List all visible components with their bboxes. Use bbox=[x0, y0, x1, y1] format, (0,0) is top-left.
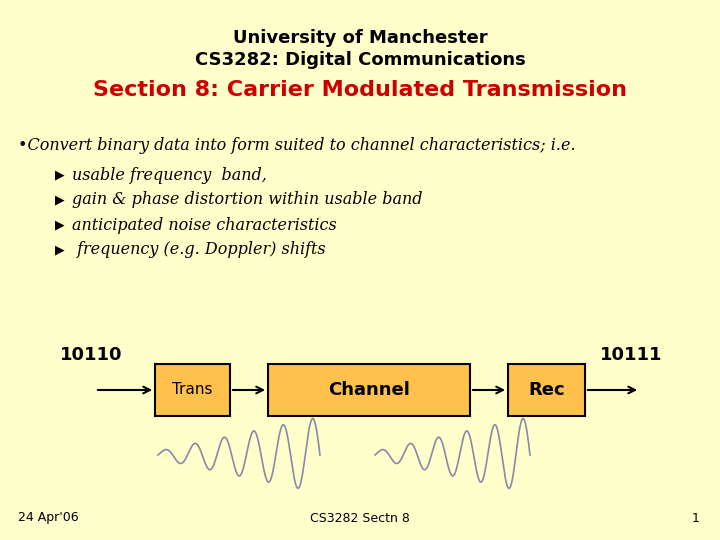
Text: 1: 1 bbox=[692, 511, 700, 524]
Text: usable frequency  band,: usable frequency band, bbox=[72, 166, 267, 184]
Text: Section 8: Carrier Modulated Transmission: Section 8: Carrier Modulated Transmissio… bbox=[93, 80, 627, 100]
Text: University of Manchester: University of Manchester bbox=[233, 29, 487, 47]
Text: •Convert binary data into form suited to channel characteristics; i.e.: •Convert binary data into form suited to… bbox=[18, 137, 575, 153]
Text: CS3282 Sectn 8: CS3282 Sectn 8 bbox=[310, 511, 410, 524]
Text: Trans: Trans bbox=[172, 382, 212, 397]
Text: anticipated noise characteristics: anticipated noise characteristics bbox=[72, 217, 337, 233]
Text: 10111: 10111 bbox=[600, 346, 662, 364]
Text: ▶: ▶ bbox=[55, 244, 65, 256]
Text: ▶: ▶ bbox=[55, 168, 65, 181]
Text: 10110: 10110 bbox=[60, 346, 122, 364]
Bar bbox=[508, 364, 585, 416]
Text: gain & phase distortion within usable band: gain & phase distortion within usable ba… bbox=[72, 192, 423, 208]
Bar bbox=[155, 364, 230, 416]
Text: ▶: ▶ bbox=[55, 193, 65, 206]
Bar bbox=[268, 364, 470, 416]
Text: ▶: ▶ bbox=[55, 219, 65, 232]
Text: 24 Apr'06: 24 Apr'06 bbox=[18, 511, 78, 524]
Text: frequency (e.g. Doppler) shifts: frequency (e.g. Doppler) shifts bbox=[72, 241, 325, 259]
Text: CS3282: Digital Communications: CS3282: Digital Communications bbox=[194, 51, 526, 69]
Text: Channel: Channel bbox=[328, 381, 410, 399]
Text: Rec: Rec bbox=[528, 381, 564, 399]
